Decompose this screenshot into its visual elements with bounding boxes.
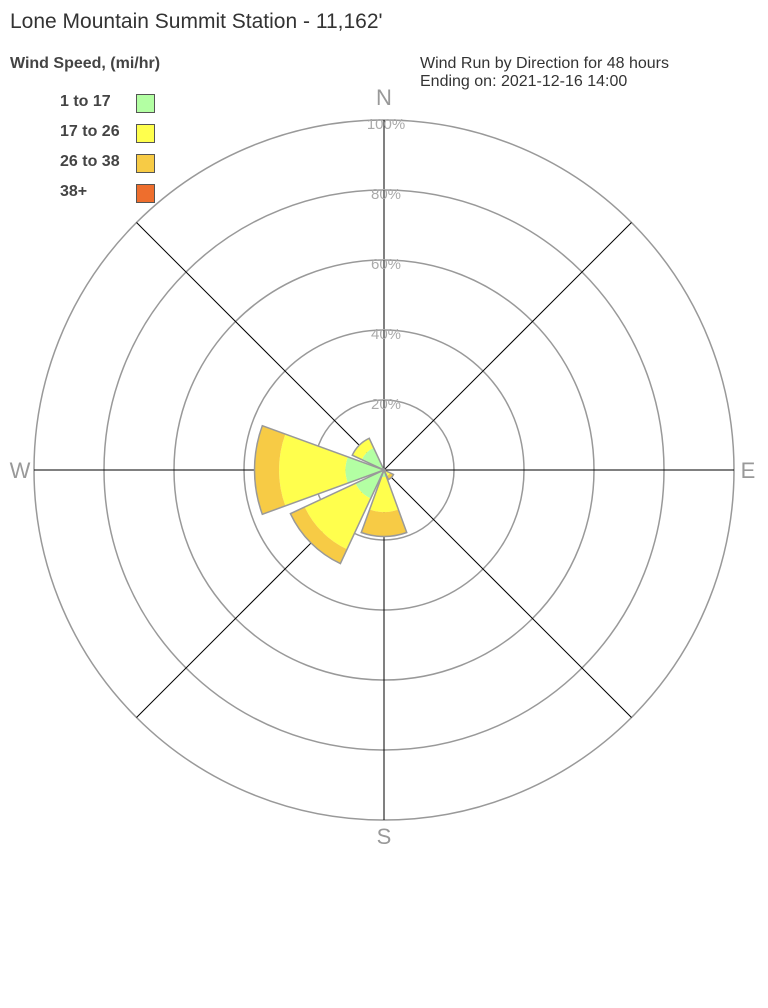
wedge-segment	[355, 470, 384, 499]
legend-title: Wind Speed, (mi/hr)	[10, 55, 161, 72]
subtitle-date: Ending on: 2021-12-16 14:00	[420, 73, 628, 90]
wedge-segment	[369, 476, 399, 512]
radial-tick-label: 100%	[367, 116, 405, 133]
compass-label-s: S	[377, 824, 392, 849]
legend-item: 1 to 17	[60, 93, 155, 113]
wedge-segment	[290, 506, 348, 564]
legend-swatch	[136, 124, 155, 143]
chart-subtitle: Wind Run by Direction for 48 hours Endin…	[420, 55, 669, 91]
wedge-outline	[382, 468, 395, 481]
radial-tick-label: 40%	[371, 326, 401, 343]
wedge-segment	[361, 509, 407, 537]
legend-swatch	[136, 94, 155, 113]
chart-title: Lone Mountain Summit Station - 11,162'	[10, 10, 383, 33]
radial-tick-label: 20%	[371, 396, 401, 413]
legend-item: 38+	[60, 183, 155, 203]
wedge-segment	[384, 470, 391, 477]
wedge-segment	[345, 456, 384, 484]
wedge-outline	[289, 468, 386, 565]
legend-label: 38+	[60, 183, 88, 200]
legend-item: 26 to 38	[60, 153, 155, 173]
radial-tick-label: 80%	[371, 186, 401, 203]
wedge-segment	[254, 425, 286, 515]
compass-label-n: N	[376, 85, 392, 110]
legend-label: 26 to 38	[60, 153, 120, 170]
direction-spoke	[136, 222, 385, 471]
legend-item: 17 to 26	[60, 123, 155, 143]
radial-tick-label: 60%	[371, 256, 401, 273]
compass-label-w: W	[10, 458, 31, 483]
direction-spoke	[383, 222, 632, 471]
legend-swatch	[136, 154, 155, 173]
wedge-segment	[279, 434, 348, 506]
compass-label-e: E	[741, 458, 756, 483]
legend-label: 17 to 26	[60, 123, 120, 140]
wedge-segment	[361, 447, 384, 470]
wedge-outline	[253, 424, 387, 516]
wedge-segment	[386, 472, 394, 480]
legend-label: 1 to 17	[60, 93, 111, 110]
legend-swatch	[136, 184, 155, 203]
wedge-outline	[360, 467, 408, 538]
wedge-outline	[351, 437, 386, 472]
subtitle-line: Wind Run by Direction for 48 hours	[420, 55, 669, 72]
direction-spoke	[383, 469, 632, 718]
wedge-segment	[352, 438, 374, 460]
